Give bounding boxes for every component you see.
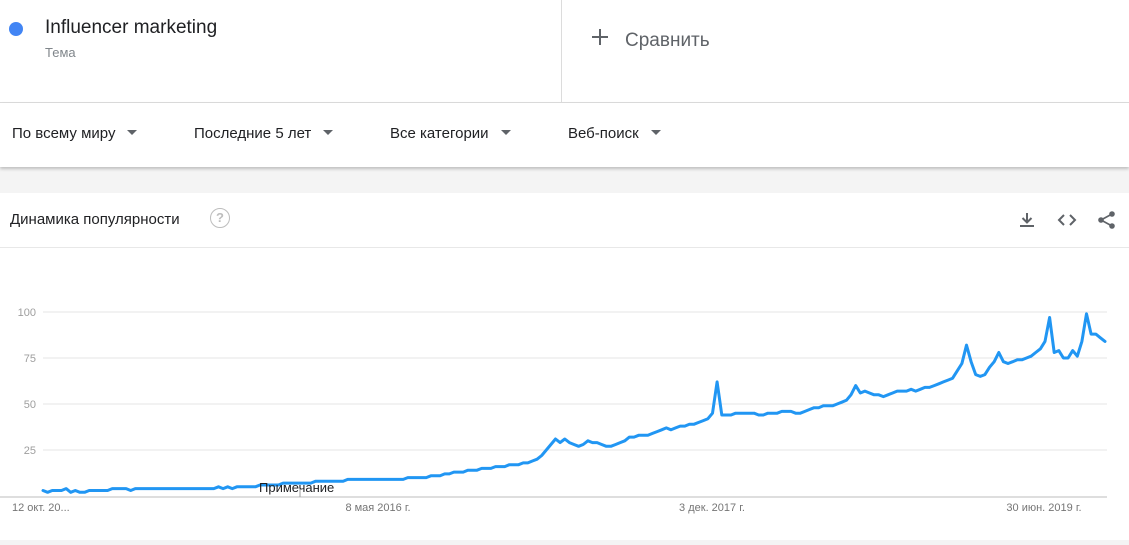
share-icon[interactable] [1096, 209, 1118, 231]
y-tick-label: 75 [24, 353, 36, 365]
caret-down-icon [500, 129, 511, 135]
help-icon[interactable]: ? [210, 208, 230, 228]
search-type-dropdown-label: Веб-поиск [568, 125, 639, 142]
region-dropdown[interactable]: По всему миру [12, 125, 138, 142]
x-tick-label: 3 дек. 2017 г. [679, 502, 745, 514]
time-range-dropdown[interactable]: Последние 5 лет [194, 125, 334, 142]
embed-icon[interactable] [1056, 209, 1078, 231]
time-range-dropdown-label: Последние 5 лет [194, 125, 312, 142]
compare-button[interactable]: Сравнить [562, 0, 1129, 102]
category-dropdown[interactable]: Все категории [390, 125, 511, 142]
y-tick-label: 50 [24, 399, 36, 411]
line-chart: 25 50 75 100 12 окт. 20... 8 мая 2016 г. 3 де… [0, 307, 1107, 514]
x-tick-label: 8 мая 2016 г. [345, 502, 410, 514]
term-bar: Influencer marketing Тема Сравнить [0, 0, 1129, 103]
y-tick-label: 100 [18, 307, 36, 319]
caret-down-icon [323, 129, 334, 135]
category-dropdown-label: Все категории [390, 125, 489, 142]
interest-over-time-card: Динамика популярности ? 25 50 75 100 12 окт… [0, 193, 1129, 540]
term-type: Тема [45, 45, 76, 60]
download-icon[interactable] [1016, 209, 1038, 231]
card-header: Динамика популярности ? [0, 193, 1129, 248]
x-tick-label: 12 окт. 20... [12, 502, 70, 514]
term-name[interactable]: Influencer marketing [45, 17, 218, 38]
annotation-label[interactable]: Примечание [259, 480, 334, 495]
series-line [41, 312, 1107, 494]
compare-label: Сравнить [625, 30, 710, 51]
search-term[interactable]: Influencer marketing Тема [0, 0, 562, 102]
card-title: Динамика популярности [10, 211, 180, 228]
interest-chart: 25 50 75 100 12 окт. 20... 8 мая 2016 г. 3 де… [0, 248, 1129, 540]
y-tick-label: 25 [24, 445, 36, 457]
caret-down-icon [127, 129, 138, 135]
plus-icon [590, 27, 610, 47]
caret-down-icon [650, 129, 661, 135]
x-tick-label: 30 июн. 2019 г. [1006, 502, 1081, 514]
region-dropdown-label: По всему миру [12, 125, 116, 142]
filters-bar: По всему миру Последние 5 лет Все катего… [0, 103, 1129, 167]
term-color-dot [9, 22, 23, 36]
search-type-dropdown[interactable]: Веб-поиск [568, 125, 661, 142]
